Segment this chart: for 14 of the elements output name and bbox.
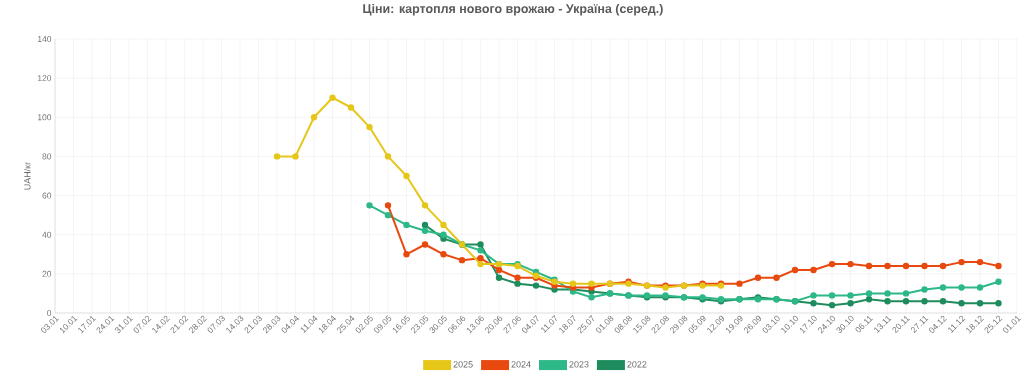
chart-title: Ціни: картопля нового врожаю - Україна (серед.) [363,3,663,16]
legend-label: 2025 [453,361,473,368]
y-tick-label: 20 [42,270,52,277]
legend-label: 2022 [627,361,647,368]
y-tick-label: 140 [37,36,52,42]
y-tick-label: 40 [42,231,52,238]
y-axis-title: UAH/кг [23,161,31,190]
y-tick-label: 0 [47,310,52,316]
y-tick-label: 120 [37,75,52,82]
y-tick-label: 80 [42,153,52,160]
legend-label: 2023 [569,361,589,368]
y-tick-label: 60 [42,192,52,199]
y-tick-label: 100 [37,114,52,121]
legend-label: 2024 [511,361,531,368]
